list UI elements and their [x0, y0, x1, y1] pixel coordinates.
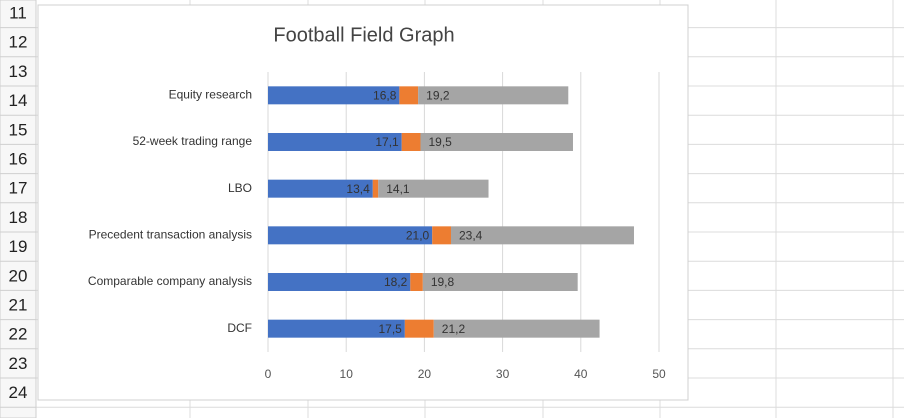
- value-label: 19,5: [428, 135, 452, 149]
- bar-segment: [268, 226, 433, 245]
- row-header: 15: [9, 120, 28, 139]
- row-header: 16: [9, 149, 28, 168]
- bar-segment: [433, 319, 600, 338]
- value-label: 17,5: [378, 322, 402, 336]
- y-tick-label: Equity research: [169, 88, 252, 102]
- row-header: 17: [9, 179, 28, 198]
- row-header: 23: [9, 354, 28, 373]
- bar-segment: [404, 319, 434, 338]
- bar-segment: [401, 133, 421, 151]
- bar-segment: [268, 319, 405, 338]
- bar-segment: [418, 86, 569, 105]
- row-header: 13: [9, 62, 28, 81]
- x-tick-label: 30: [496, 367, 510, 381]
- bar-segment: [372, 179, 379, 198]
- value-label: 19,2: [426, 89, 450, 103]
- x-tick-label: 50: [652, 367, 666, 381]
- y-tick-label: Precedent transaction analysis: [89, 228, 252, 242]
- y-tick-label: 52-week trading range: [133, 134, 253, 148]
- value-label: 18,2: [384, 275, 408, 289]
- bar-segment: [268, 133, 402, 151]
- y-tick-label: LBO: [228, 181, 252, 195]
- row-header: 20: [9, 266, 28, 285]
- bar-segment: [420, 133, 573, 151]
- row-header: 12: [9, 33, 28, 52]
- chart-title: Football Field Graph: [273, 24, 454, 46]
- y-tick-label: Comparable company analysis: [88, 274, 252, 288]
- x-tick-label: 10: [340, 367, 354, 381]
- bar-segment: [450, 226, 634, 245]
- row-header: 11: [9, 3, 27, 22]
- value-label: 16,8: [373, 89, 397, 103]
- bar-segment: [268, 179, 373, 198]
- bar-segment: [422, 273, 578, 291]
- bar-segment: [268, 86, 400, 105]
- bar-segment: [399, 86, 419, 105]
- chart-area[interactable]: [37, 4, 689, 401]
- value-label: 23,4: [459, 229, 483, 243]
- value-label: 13,4: [346, 182, 370, 196]
- y-tick-label: DCF: [227, 321, 252, 335]
- value-label: 17,1: [375, 135, 399, 149]
- x-tick-label: 0: [265, 367, 272, 381]
- row-header: 14: [9, 91, 28, 110]
- row-header: 24: [9, 383, 28, 402]
- value-label: 19,8: [431, 275, 455, 289]
- value-label: 14,1: [386, 182, 410, 196]
- row-header: 21: [9, 295, 28, 314]
- row-header: 19: [9, 237, 28, 256]
- value-label: 21,0: [406, 229, 430, 243]
- row-header: 18: [9, 208, 28, 227]
- bar-segment: [268, 273, 411, 291]
- x-tick-label: 20: [418, 367, 432, 381]
- value-label: 21,2: [442, 322, 466, 336]
- bar-segment: [432, 226, 451, 245]
- row-header: 22: [9, 325, 28, 344]
- bar-segment: [410, 273, 423, 291]
- x-tick-label: 40: [574, 367, 588, 381]
- bar-segment: [378, 179, 489, 198]
